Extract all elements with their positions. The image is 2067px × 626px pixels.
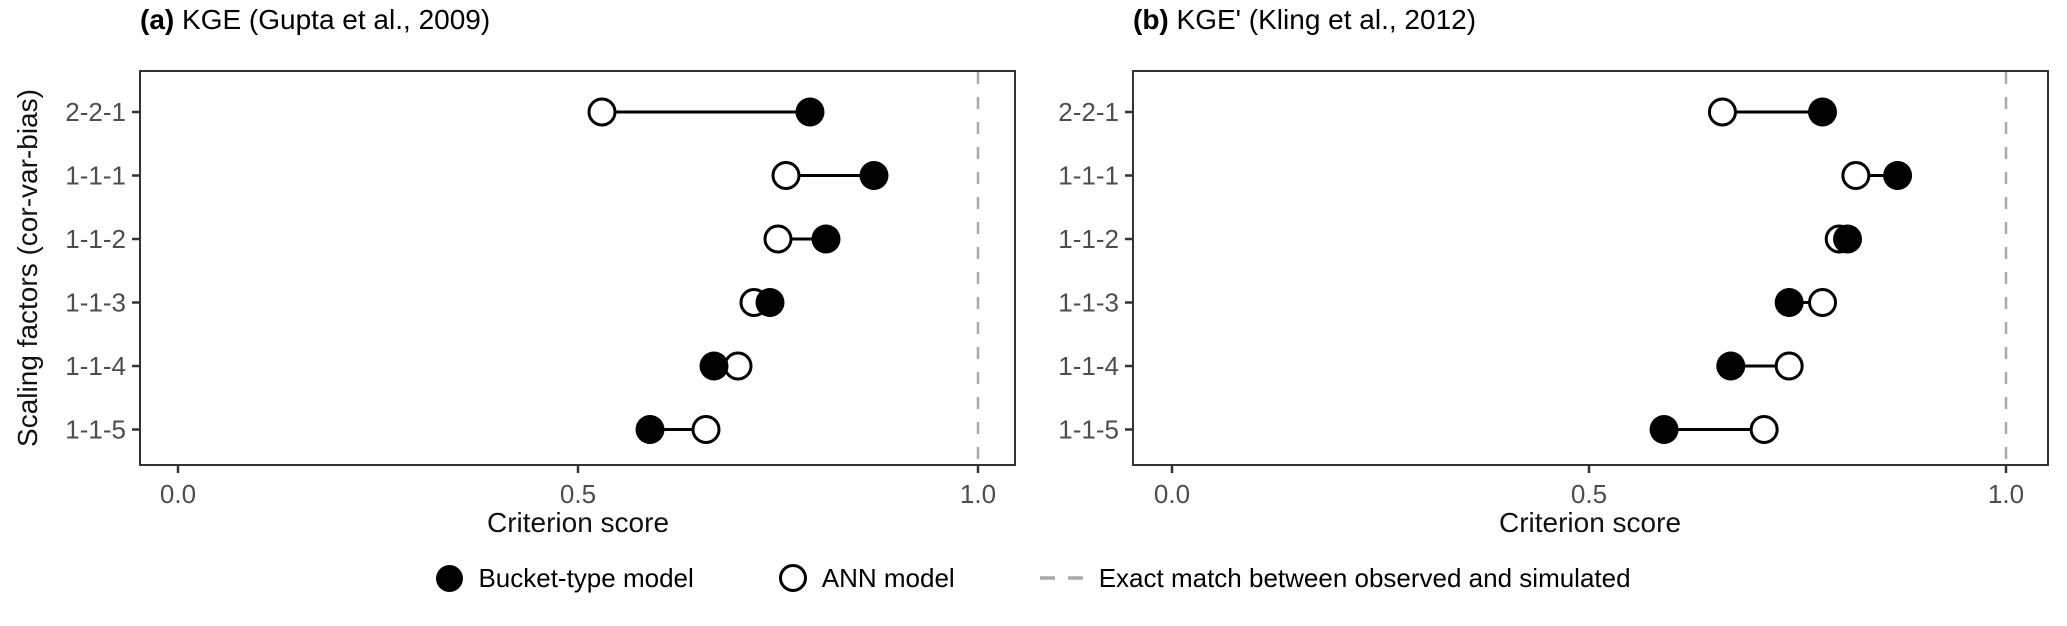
panel-a-tag: (a) [140, 4, 175, 35]
x-tick-label: 0.0 [160, 479, 196, 509]
data-point-ann [1707, 97, 1737, 127]
y-category-label: 2-2-1 [65, 97, 126, 127]
data-point-ann [1749, 415, 1779, 444]
x-tick-label: 0.0 [1154, 479, 1190, 509]
legend-label-bucket: Bucket-type model [478, 562, 694, 593]
y-category-label: 1-1-5 [65, 415, 126, 445]
data-point-bucket [1649, 415, 1679, 444]
legend-item-bucket: Bucket-type model [436, 562, 694, 594]
y-category-label: 1-1-5 [1058, 415, 1119, 445]
y-category-label: 1-1-4 [65, 351, 126, 381]
data-point-bucket [699, 351, 729, 381]
legend-label-exact-match: Exact match between observed and simulat… [1098, 562, 1631, 593]
data-point-ann [587, 97, 617, 127]
open-circle-icon [778, 564, 807, 592]
data-point-bucket [811, 224, 841, 254]
filled-circle-icon [436, 564, 464, 592]
data-point-bucket [859, 161, 889, 190]
x-axis-title-b: Criterion score [1498, 507, 1682, 538]
x-tick-label: 1.0 [1988, 479, 2024, 509]
data-point-ann [1841, 161, 1871, 190]
y-category-label: 1-1-1 [65, 161, 126, 191]
x-tick-label: 0.5 [560, 479, 596, 509]
data-point-ann [1808, 288, 1838, 317]
data-point-bucket [1833, 224, 1863, 254]
data-point-ann [763, 224, 793, 254]
data-point-bucket [1883, 161, 1913, 190]
panel-b-title: (b) KGE' (Kling et al., 2012) [1133, 4, 1476, 36]
panel-a-title: (a) KGE (Gupta et al., 2009) [140, 4, 490, 36]
legend-label-ann: ANN model [821, 562, 955, 593]
legend-item-ann: ANN model [778, 562, 955, 594]
y-category-label: 1-1-2 [1058, 224, 1119, 254]
panel-a-title-text: KGE (Gupta et al., 2009) [182, 4, 491, 35]
panel-b-tag: (b) [1133, 4, 1169, 35]
panel-b-title-text: KGE' (Kling et al., 2012) [1176, 4, 1477, 35]
data-point-ann [1774, 351, 1804, 381]
panel-border [139, 70, 1016, 466]
x-tick-label: 1.0 [960, 479, 996, 509]
x-tick-label: 0.5 [1571, 479, 1607, 509]
y-axis-title: Scaling factors (cor-var-bias) [12, 89, 43, 447]
y-category-label: 2-2-1 [1058, 97, 1119, 127]
y-category-label: 1-1-2 [65, 224, 126, 254]
legend-item-exact-match: Exact match between observed and simulat… [1039, 562, 1631, 594]
data-point-bucket [755, 288, 785, 317]
data-point-bucket [1808, 97, 1838, 127]
y-category-label: 1-1-3 [65, 288, 126, 318]
data-point-ann [771, 161, 801, 190]
y-category-label: 1-1-4 [1058, 351, 1119, 381]
data-point-bucket [795, 97, 825, 127]
y-category-label: 1-1-3 [1058, 288, 1119, 318]
data-point-ann [691, 415, 721, 444]
data-point-bucket [1716, 351, 1746, 381]
data-point-ann [723, 351, 753, 381]
legend: Bucket-type model ANN model Exact match … [0, 558, 2067, 598]
data-point-bucket [635, 415, 665, 444]
x-axis-title-a: Criterion score [486, 507, 670, 538]
data-point-bucket [1774, 288, 1804, 317]
y-category-label: 1-1-1 [1058, 161, 1119, 191]
dashed-line-icon [1039, 576, 1084, 580]
panel-border [1132, 70, 2049, 466]
